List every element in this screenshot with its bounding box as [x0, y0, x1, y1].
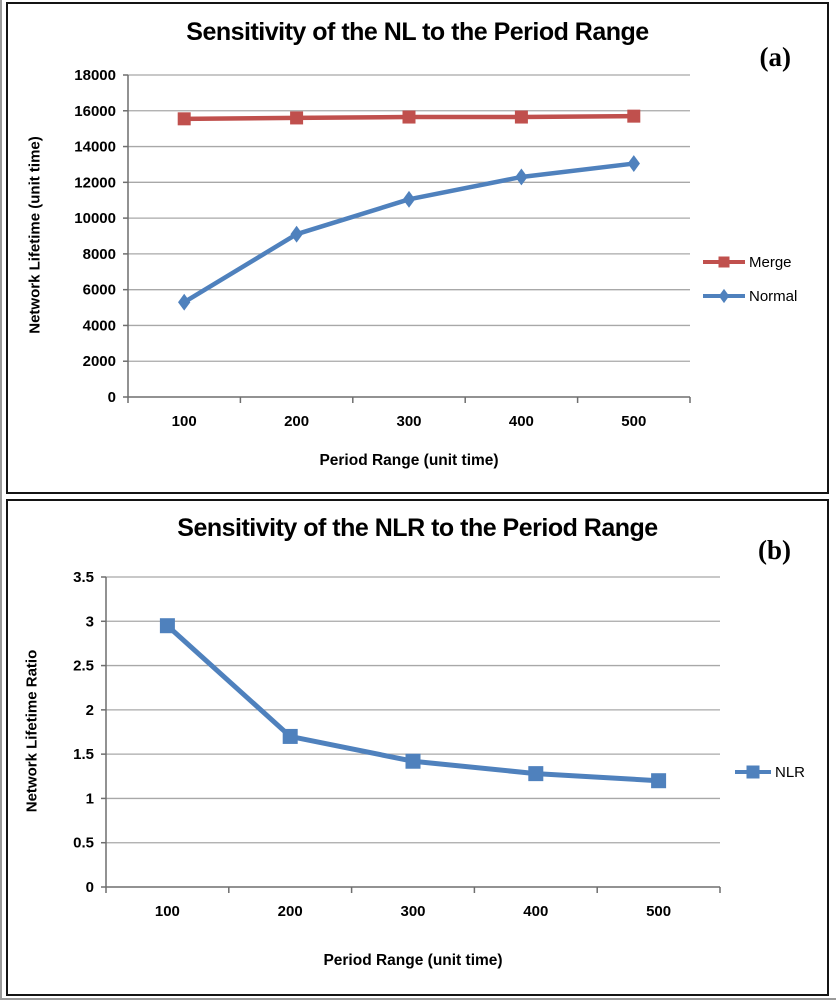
svg-text:4000: 4000: [83, 317, 116, 334]
svg-text:0.5: 0.5: [73, 835, 94, 852]
panel-b-corner-label: (b): [758, 535, 791, 565]
svg-text:0: 0: [86, 879, 94, 896]
svg-text:2.5: 2.5: [73, 658, 94, 675]
svg-text:10000: 10000: [74, 210, 116, 227]
svg-text:Normal: Normal: [749, 288, 797, 305]
svg-text:8000: 8000: [83, 246, 116, 263]
svg-text:NLR: NLR: [775, 764, 805, 781]
svg-text:3.5: 3.5: [73, 569, 94, 586]
svg-text:12000: 12000: [74, 174, 116, 191]
svg-text:200: 200: [278, 903, 303, 920]
svg-text:400: 400: [523, 903, 548, 920]
chart-panel-b: Sensitivity of the NLR to the Period Ran…: [6, 499, 829, 996]
svg-text:300: 300: [400, 903, 425, 920]
svg-text:100: 100: [155, 903, 180, 920]
chart-b-title: Sensitivity of the NLR to the Period Ran…: [177, 514, 658, 542]
svg-text:500: 500: [646, 903, 671, 920]
svg-text:1: 1: [86, 790, 94, 807]
svg-text:16000: 16000: [74, 103, 116, 120]
chart-a-title: Sensitivity of the NL to the Period Rang…: [186, 18, 649, 46]
svg-text:2: 2: [86, 702, 94, 719]
svg-text:500: 500: [621, 413, 646, 430]
svg-text:18000: 18000: [74, 67, 116, 84]
chart-panel-a: Sensitivity of the NL to the Period Rang…: [6, 2, 829, 494]
svg-text:200: 200: [284, 413, 309, 430]
svg-text:6000: 6000: [83, 282, 116, 299]
svg-text:400: 400: [509, 413, 534, 430]
chart-b-canvas: 0 0.5 1 1.5 2 2.5 3 3.5 100 200 300 400 500 NLR: [73, 569, 805, 920]
svg-text:1.5: 1.5: [73, 746, 94, 763]
svg-text:2000: 2000: [83, 353, 116, 370]
svg-text:3: 3: [86, 613, 94, 630]
svg-text:300: 300: [396, 413, 421, 430]
chart-a-x-axis-title: Period Range (unit time): [319, 452, 499, 469]
panel-a-corner-label: (a): [759, 42, 791, 72]
svg-text:14000: 14000: [74, 139, 116, 156]
chart-a-canvas: 0 2000 4000 6000 8000 10000 12000 14000 16000 180…: [74, 67, 797, 430]
svg-text:0: 0: [108, 389, 116, 406]
chart-b-x-axis-title: Period Range (unit time): [323, 952, 503, 969]
svg-text:100: 100: [172, 413, 197, 430]
svg-text:Merge: Merge: [749, 254, 792, 271]
